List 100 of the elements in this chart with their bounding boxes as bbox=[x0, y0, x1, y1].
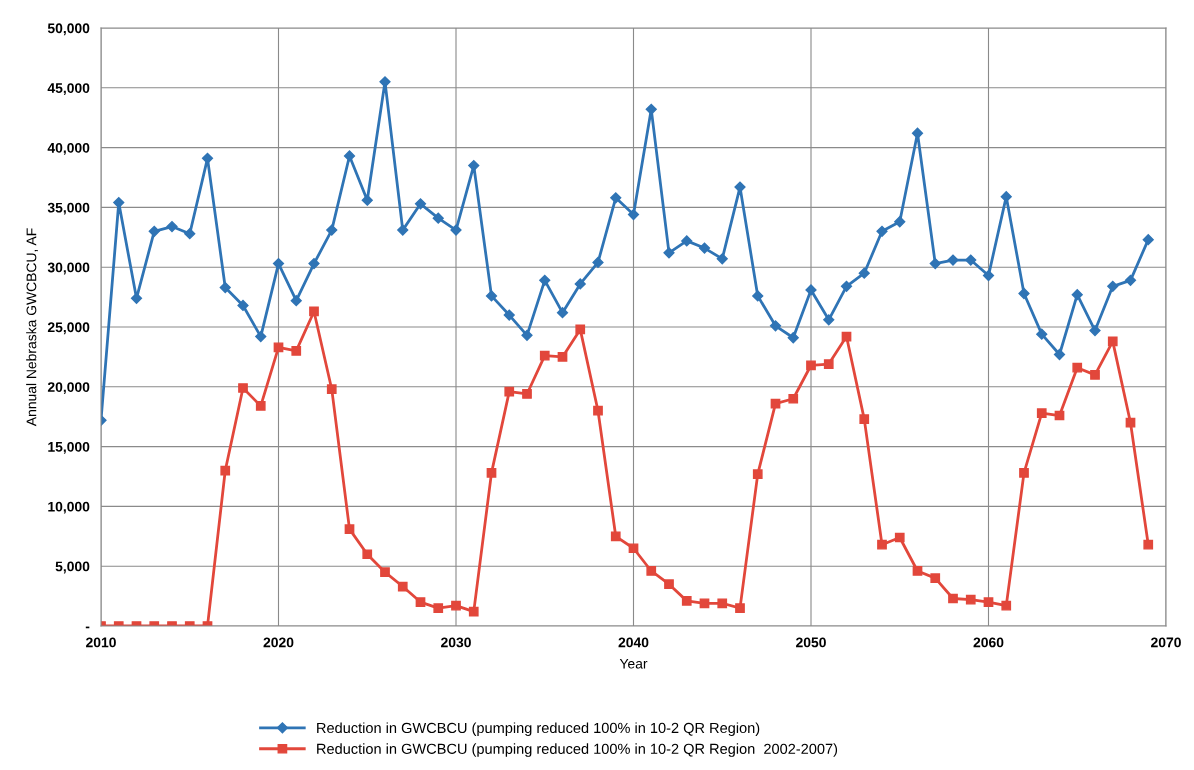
point bbox=[272, 258, 285, 270]
point bbox=[912, 566, 923, 576]
point bbox=[769, 320, 782, 332]
point bbox=[911, 127, 924, 139]
point bbox=[752, 290, 764, 302]
point bbox=[593, 405, 603, 416]
y-tick-label: 10,000 bbox=[48, 501, 90, 514]
point bbox=[948, 593, 958, 604]
point bbox=[397, 581, 408, 592]
legend-label: Reduction in GWCBCU (pumping reduced 100% in 10-2 QR Region) bbox=[317, 722, 760, 736]
point bbox=[592, 256, 604, 269]
point bbox=[504, 386, 515, 397]
point bbox=[717, 598, 728, 609]
point bbox=[468, 606, 479, 617]
point bbox=[982, 269, 995, 282]
point bbox=[1124, 274, 1137, 286]
point bbox=[983, 597, 994, 607]
legend-label: Reduction in GWCBCU (pumping reduced 100% in 10-2 QR Region 2002-2007) bbox=[317, 743, 838, 757]
point bbox=[1125, 417, 1136, 428]
point bbox=[894, 216, 906, 228]
point bbox=[929, 258, 941, 270]
point bbox=[1001, 600, 1012, 611]
point bbox=[698, 242, 711, 254]
point bbox=[930, 573, 941, 584]
point bbox=[184, 228, 196, 240]
point bbox=[1089, 324, 1101, 337]
point bbox=[664, 579, 674, 590]
point bbox=[362, 549, 373, 560]
x-tick-label: 2070 bbox=[1151, 637, 1181, 648]
point bbox=[752, 469, 763, 479]
point bbox=[1107, 336, 1118, 347]
point bbox=[255, 401, 266, 411]
point bbox=[237, 299, 249, 312]
point bbox=[787, 332, 799, 344]
point bbox=[610, 192, 622, 204]
y-tick-label: 30,000 bbox=[47, 262, 90, 275]
point bbox=[1053, 348, 1066, 361]
point bbox=[859, 414, 870, 424]
point bbox=[166, 220, 178, 233]
point bbox=[220, 465, 231, 476]
point bbox=[1019, 468, 1029, 478]
y-tick-label: 50,000 bbox=[47, 23, 90, 36]
point bbox=[539, 274, 551, 286]
point bbox=[823, 314, 835, 326]
point bbox=[485, 290, 498, 302]
point bbox=[681, 235, 693, 247]
x-tick-label: 2020 bbox=[263, 637, 294, 648]
point bbox=[291, 346, 302, 356]
point bbox=[628, 543, 639, 554]
point bbox=[1036, 408, 1047, 418]
point bbox=[788, 393, 799, 404]
point bbox=[646, 566, 657, 576]
point bbox=[557, 352, 568, 362]
point bbox=[309, 306, 319, 317]
point bbox=[1142, 234, 1154, 246]
x-axis-title: Year bbox=[619, 658, 648, 669]
point bbox=[699, 598, 710, 609]
point bbox=[361, 194, 373, 206]
point bbox=[645, 103, 657, 115]
point bbox=[522, 389, 532, 399]
x-tick-label: 2010 bbox=[86, 637, 116, 648]
point bbox=[681, 596, 692, 606]
point bbox=[326, 224, 338, 236]
point bbox=[1071, 289, 1083, 301]
point bbox=[627, 208, 640, 221]
point bbox=[380, 567, 390, 578]
point bbox=[450, 224, 462, 236]
x-tick-label: 2040 bbox=[618, 637, 649, 648]
point bbox=[610, 531, 621, 542]
point bbox=[539, 350, 550, 361]
point bbox=[432, 212, 444, 224]
point bbox=[894, 532, 905, 543]
point bbox=[290, 295, 302, 307]
y-tick-label: 25,000 bbox=[47, 322, 90, 335]
y-tick-label: 20,000 bbox=[47, 382, 90, 394]
y-tick-label: 40,000 bbox=[47, 142, 90, 155]
point bbox=[1036, 328, 1048, 340]
y-tick-label: 45,000 bbox=[47, 83, 90, 95]
y-tick-label: - bbox=[85, 626, 90, 629]
point bbox=[1072, 362, 1083, 373]
point bbox=[219, 281, 231, 294]
x-tick-label: 2060 bbox=[973, 637, 1004, 648]
point bbox=[255, 330, 267, 343]
point bbox=[308, 258, 320, 270]
point bbox=[503, 309, 515, 321]
point bbox=[1143, 539, 1154, 550]
x-tick-label: 2050 bbox=[796, 637, 826, 648]
x-tick-label: 2030 bbox=[441, 637, 471, 648]
point bbox=[344, 524, 355, 534]
point bbox=[1107, 280, 1119, 292]
point bbox=[433, 603, 444, 613]
y-tick-label: 5,000 bbox=[55, 561, 90, 574]
point bbox=[238, 383, 248, 393]
point bbox=[876, 225, 888, 237]
point bbox=[397, 224, 409, 236]
point bbox=[326, 384, 337, 395]
point bbox=[735, 603, 745, 613]
y-tick-label: 15,000 bbox=[48, 441, 90, 454]
point bbox=[858, 267, 870, 279]
point bbox=[556, 307, 569, 319]
